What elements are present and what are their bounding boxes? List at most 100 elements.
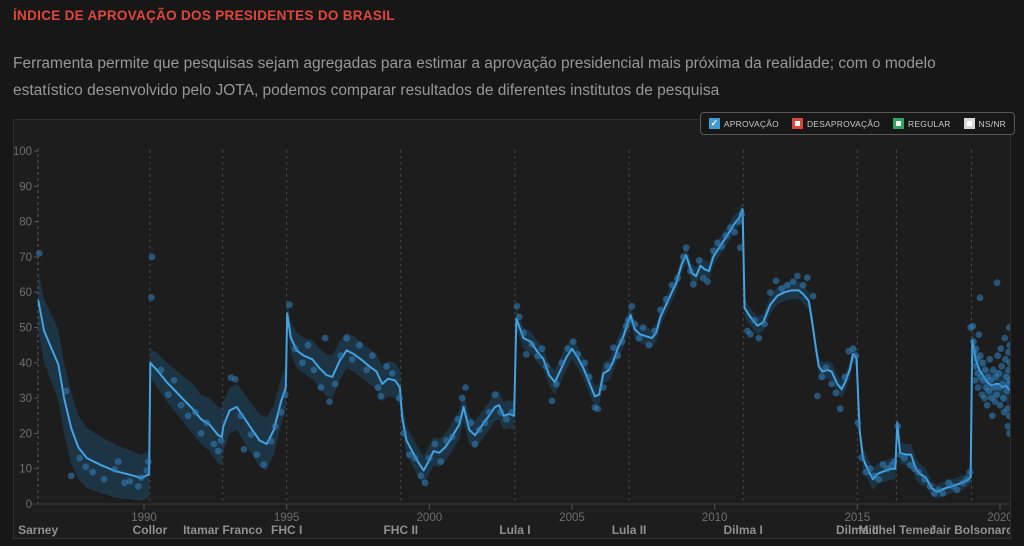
poll-point	[594, 405, 602, 413]
poll-point	[662, 295, 670, 303]
y-tick-label: 100	[14, 146, 32, 158]
legend-item-nsnr[interactable]: NS/NR	[963, 118, 1006, 129]
poll-point	[321, 334, 329, 342]
poll-point	[784, 281, 791, 289]
president-label: Lula I	[499, 523, 530, 537]
poll-point	[1006, 430, 1010, 437]
legend-label: REGULAR	[908, 118, 951, 129]
legend-label: APROVAÇÃO	[723, 118, 779, 129]
poll-point	[836, 405, 844, 413]
poll-point	[528, 341, 536, 348]
y-tick-label: 70	[19, 252, 32, 264]
checkbox-aprovacao-icon[interactable]: ✓	[708, 118, 720, 129]
poll-point	[901, 454, 908, 462]
poll-point	[497, 408, 505, 416]
poll-point	[126, 477, 134, 485]
poll-point	[604, 362, 612, 370]
legend-label: NS/NR	[978, 118, 1006, 129]
poll-point	[635, 334, 643, 342]
poll-point	[552, 380, 560, 388]
poll-point	[736, 244, 744, 252]
poll-point	[751, 317, 758, 324]
y-tick-label: 40	[19, 358, 32, 370]
poll-point	[363, 366, 370, 374]
president-label: Collor	[133, 523, 168, 537]
poll-point	[491, 391, 499, 398]
legend-label: DESAPROVAÇÃO	[806, 118, 881, 129]
poll-point	[253, 451, 261, 458]
x-tick-label: 2020	[987, 512, 1010, 524]
poll-point	[982, 366, 989, 374]
poll-point	[299, 359, 306, 367]
poll-point	[610, 344, 617, 351]
poll-point	[348, 355, 356, 363]
poll-point	[148, 253, 156, 261]
poll-point	[564, 345, 572, 353]
poll-point	[891, 458, 898, 465]
poll-point	[939, 490, 947, 497]
legend-item-desaprovacao[interactable]: DESAPROVAÇÃO	[791, 118, 881, 129]
poll-point	[718, 242, 726, 250]
poll-point	[622, 322, 630, 330]
poll-point	[437, 458, 445, 465]
poll-point	[1003, 387, 1010, 395]
poll-point	[462, 384, 469, 391]
poll-point	[852, 352, 860, 360]
poll-point	[814, 392, 821, 400]
poll-point	[111, 466, 118, 473]
poll-point	[879, 461, 887, 468]
poll-point	[921, 475, 928, 483]
poll-point	[746, 330, 754, 338]
page-title: ÍNDICE DE APROVAÇÃO DOS PRESIDENTES DO B…	[13, 8, 395, 23]
checkbox-regular-icon[interactable]	[893, 118, 905, 129]
poll-point	[988, 412, 996, 420]
poll-point	[100, 475, 108, 483]
poll-point	[682, 244, 690, 252]
poll-point	[1004, 348, 1010, 356]
poll-point	[425, 454, 433, 462]
poll-point	[184, 412, 192, 420]
poll-point	[62, 387, 70, 395]
y-tick-label: 60	[19, 287, 32, 299]
poll-point	[281, 391, 289, 398]
x-tick-label: 2010	[702, 512, 728, 524]
poll-point	[995, 370, 1002, 377]
poll-point	[989, 366, 997, 374]
checkbox-nsnr-icon[interactable]	[963, 118, 975, 129]
checkbox-desaprovacao-icon[interactable]	[791, 118, 803, 129]
poll-point	[134, 483, 142, 490]
poll-point	[67, 472, 75, 480]
poll-point	[639, 324, 647, 331]
poll-point	[475, 426, 483, 434]
poll-point	[915, 468, 923, 476]
poll-point	[82, 463, 90, 471]
poll-point	[818, 373, 826, 381]
poll-point	[866, 465, 874, 473]
poll-point	[875, 475, 883, 483]
poll-point	[431, 440, 439, 448]
poll-point	[976, 352, 984, 360]
president-label: FHC I	[271, 523, 302, 537]
poll-point	[337, 352, 345, 360]
poll-point	[485, 408, 493, 416]
poll-point	[971, 362, 978, 370]
poll-point	[651, 327, 659, 335]
poll-point	[789, 278, 797, 285]
poll-point	[1004, 422, 1010, 430]
poll-point	[396, 394, 403, 402]
poll-point	[237, 412, 245, 420]
legend-item-regular[interactable]: REGULAR	[893, 118, 951, 129]
poll-point	[148, 294, 155, 301]
poll-point	[986, 355, 994, 363]
poll-point	[979, 359, 987, 367]
poll-point	[990, 384, 998, 391]
poll-point	[271, 422, 279, 430]
poll-point	[210, 440, 218, 448]
poll-point	[89, 468, 96, 476]
x-tick-label: 2005	[559, 512, 585, 524]
poll-point	[417, 472, 425, 480]
poll-point	[657, 306, 664, 314]
poll-point	[114, 458, 122, 465]
legend-item-aprovacao[interactable]: ✓ APROVAÇÃO	[708, 118, 779, 129]
poll-point	[267, 437, 275, 445]
